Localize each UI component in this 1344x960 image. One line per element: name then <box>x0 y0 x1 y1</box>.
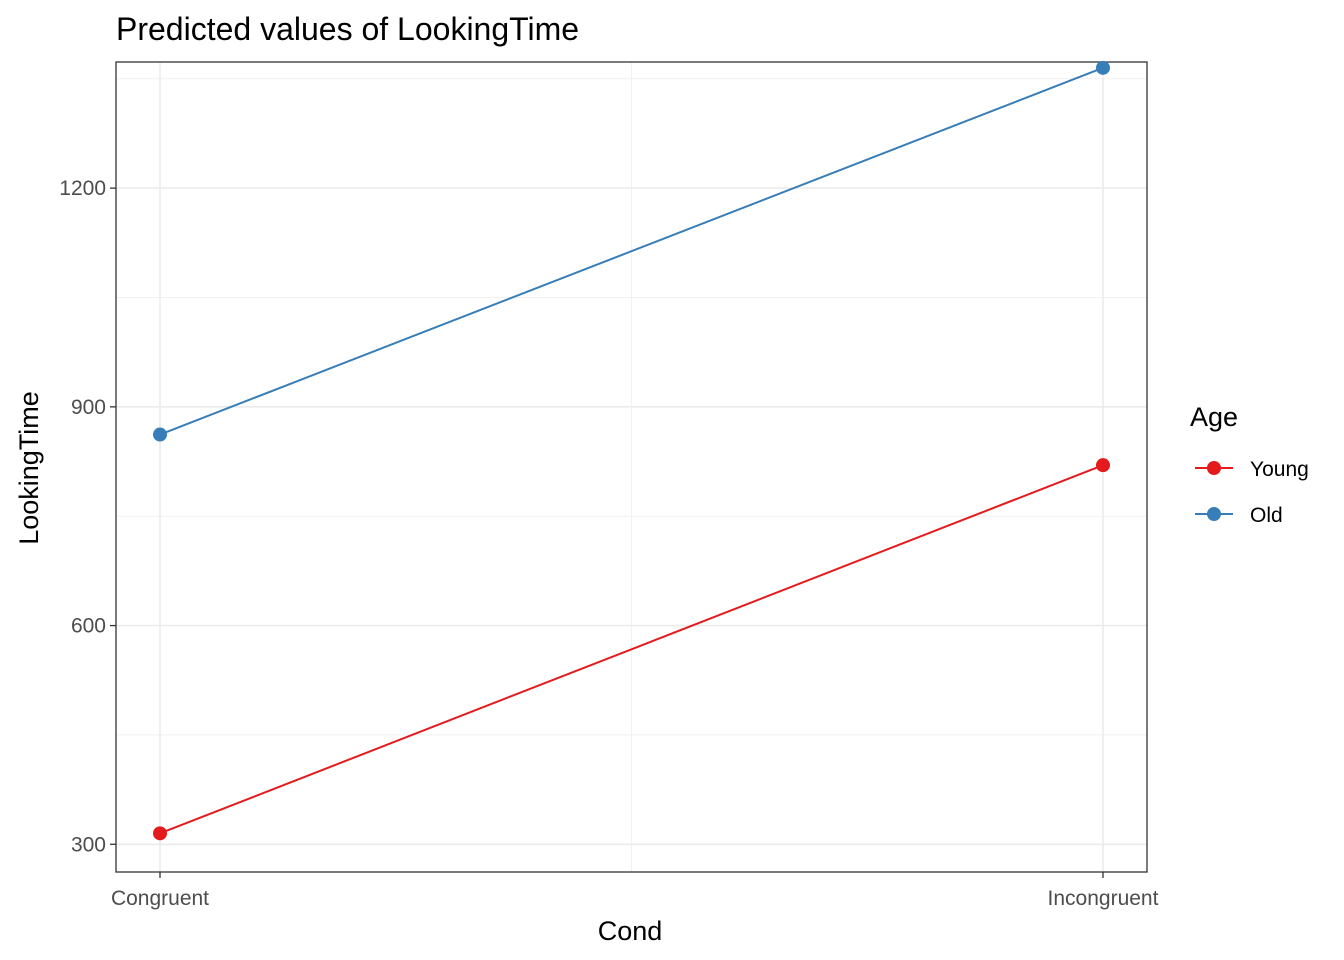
y-axis-title: LookingTime <box>14 391 44 545</box>
data-point <box>1096 60 1110 75</box>
legend-key-young: Young <box>1195 458 1309 481</box>
legend-marker <box>1207 461 1221 475</box>
x-tick-label: Congruent <box>111 887 209 910</box>
series-line <box>159 464 1104 835</box>
chart-title: Predicted values of LookingTime <box>116 11 579 47</box>
legend-label: Old <box>1250 504 1283 527</box>
legend: Age Young Old <box>1190 402 1309 527</box>
y-tick-label: 300 <box>71 833 106 856</box>
legend-title: Age <box>1190 402 1238 432</box>
legend-key-old: Old <box>1195 504 1283 527</box>
legend-marker <box>1207 507 1221 521</box>
x-tick-label: Incongruent <box>1048 887 1159 910</box>
series-young <box>153 458 1110 841</box>
x-axis: Congruent Incongruent <box>111 872 1159 910</box>
series-layer <box>153 60 1110 841</box>
y-tick-label: 600 <box>71 615 106 638</box>
y-tick-label: 900 <box>71 396 106 419</box>
series-line <box>159 66 1104 436</box>
x-axis-title: Cond <box>598 916 663 946</box>
grid <box>116 62 1147 872</box>
series-old <box>153 60 1110 442</box>
data-point <box>1096 458 1110 473</box>
data-point <box>153 427 167 442</box>
y-tick-label: 1200 <box>59 177 106 200</box>
panel-border <box>115 61 1148 873</box>
legend-label: Young <box>1250 458 1309 481</box>
y-axis: 300 600 900 1200 <box>59 177 116 856</box>
data-point <box>153 826 167 841</box>
